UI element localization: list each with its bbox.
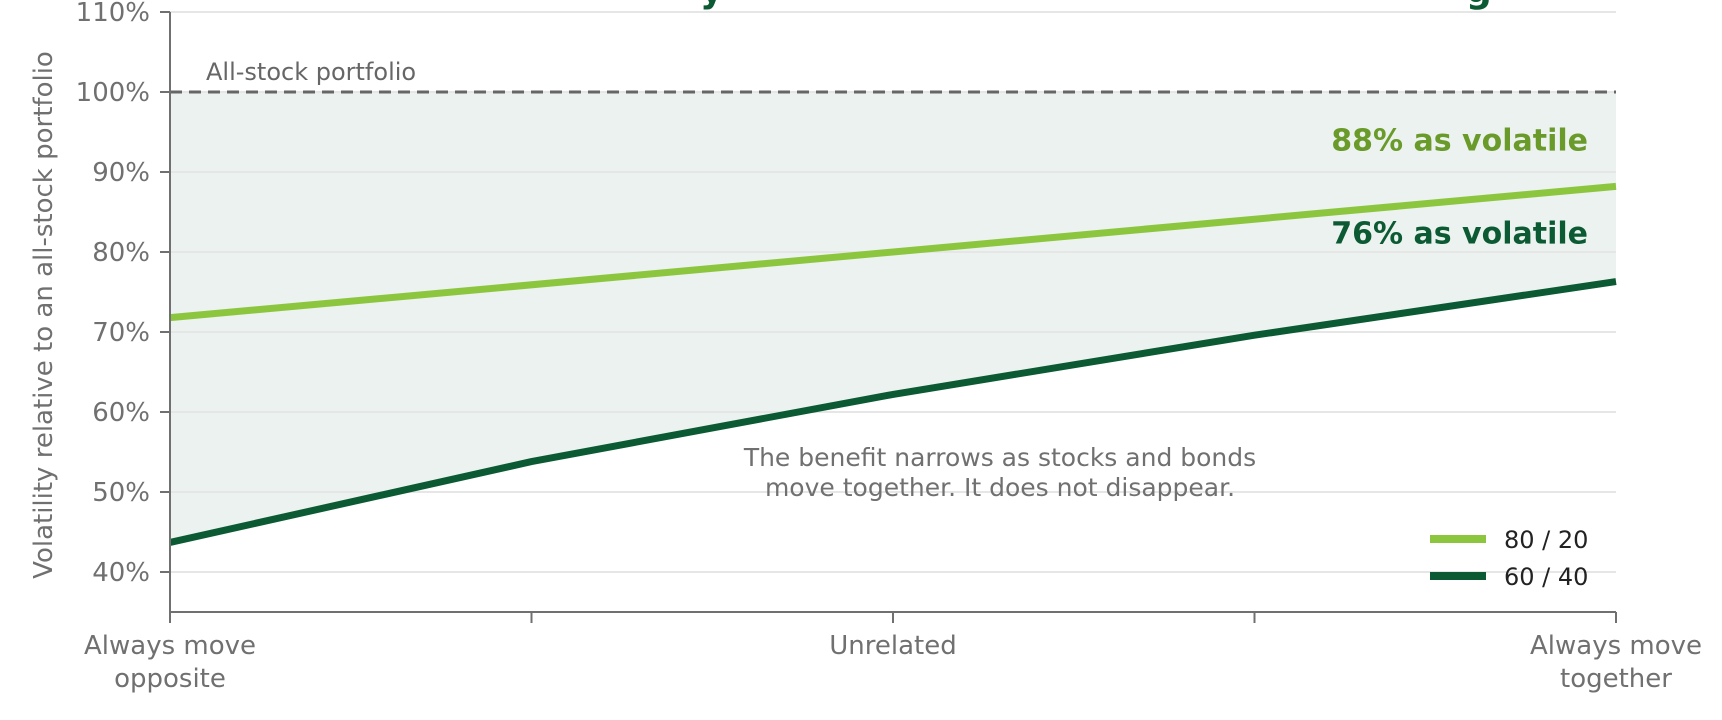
x-tick-label: Always move	[84, 631, 256, 661]
reference-line-layer: All-stock portfolio	[170, 58, 1616, 94]
reference-line-label: All-stock portfolio	[206, 58, 416, 86]
end-label-8020: 88% as volatile	[1331, 123, 1588, 158]
end-label-6040: 76% as volatile	[1331, 217, 1588, 252]
series-line-8020	[169, 182, 1617, 322]
chart-title-layer: yg	[700, 0, 1492, 11]
gridlines	[170, 11, 1616, 573]
y-tick-label: 50%	[92, 478, 150, 508]
annotation-line-2: move together. It does not disappear.	[765, 473, 1235, 502]
legend-label-60-40: 60 / 40	[1504, 563, 1588, 591]
x-tick-label-line2: opposite	[114, 664, 226, 694]
y-tick-label: 80%	[92, 238, 150, 268]
axes: 40%50%60%70%80%90%100%110%Always moveopp…	[76, 0, 1702, 694]
y-tick-label: 60%	[92, 398, 150, 428]
x-tick-label: Unrelated	[829, 631, 956, 661]
legend: 80 / 20 60 / 40	[1430, 526, 1588, 591]
y-axis-title: Volatility relative to an all-stock port…	[29, 51, 59, 579]
y-tick-label: 110%	[76, 0, 150, 28]
annotation-line-1: The benefit narrows as stocks and bonds	[743, 443, 1256, 472]
shaded-benefit-region	[170, 92, 1616, 543]
y-tick-label: 70%	[92, 318, 150, 348]
chart-title-fragment: y	[700, 0, 723, 11]
end-labels: 88% as volatile 76% as volatile	[1331, 123, 1588, 251]
y-tick-label: 40%	[92, 558, 150, 588]
x-tick-label-line2: together	[1560, 664, 1672, 694]
y-tick-label: 90%	[92, 158, 150, 188]
shaded-region-layer	[170, 92, 1616, 543]
x-tick-label: Always move	[1530, 631, 1702, 661]
y-tick-label: 100%	[76, 78, 150, 108]
series-line-6040	[169, 278, 1617, 546]
series-lines	[169, 182, 1617, 546]
legend-label-80-20: 80 / 20	[1504, 526, 1588, 554]
chart-title-fragment-end: g	[1466, 0, 1492, 11]
